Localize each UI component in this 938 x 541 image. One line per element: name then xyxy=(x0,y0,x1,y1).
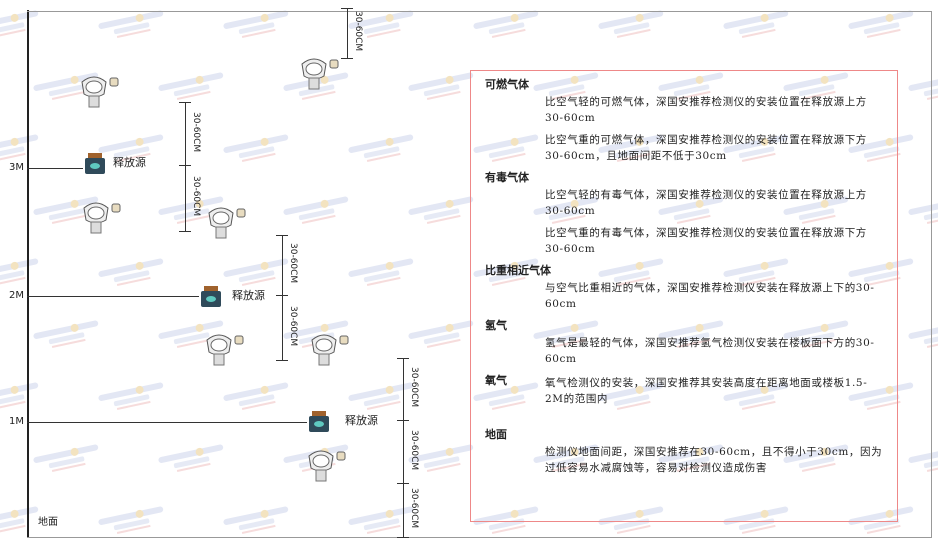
dimension-tick xyxy=(179,165,191,166)
level-3m: 3M xyxy=(9,162,24,173)
ground-label: 地面 xyxy=(38,517,58,528)
watermark-logo xyxy=(98,506,164,534)
similar-text: 与空气比重相近的气体，深国安推荐检测仪安装在释放源上下的30-60cm xyxy=(545,282,875,310)
release-source-icon xyxy=(201,286,221,307)
dimension-line xyxy=(347,8,348,58)
dimension-tick xyxy=(179,231,191,232)
dimension-tick xyxy=(276,295,288,296)
level-1m: 1M xyxy=(9,416,24,427)
gas-detector-icon xyxy=(206,334,244,366)
level-2m: 2M xyxy=(9,290,24,301)
gas-detector-icon xyxy=(83,202,121,234)
watermark-logo xyxy=(33,320,99,348)
heading-toxic: 有毒气体 xyxy=(485,171,529,184)
watermark-logo xyxy=(98,382,164,410)
watermark-logo xyxy=(33,444,99,472)
heading-similar: 比重相近气体 xyxy=(485,264,551,277)
gas-detector-icon xyxy=(81,76,119,108)
watermark-logo xyxy=(348,134,414,162)
level-1m-line xyxy=(27,422,307,423)
watermark-logo xyxy=(908,444,938,472)
gas-detector-icon xyxy=(208,207,246,239)
heading-oxygen: 氧气 xyxy=(485,374,507,387)
toxic-heavy: 比空气重的有毒气体，深国安推荐检测仪的安装位置在释放源下方30-60cm xyxy=(545,227,867,255)
watermark-logo xyxy=(723,10,789,38)
release-source-label: 释放源 xyxy=(345,414,378,427)
watermark-logo xyxy=(908,196,938,224)
watermark-logo xyxy=(223,134,289,162)
watermark-logo xyxy=(908,320,938,348)
oxygen-row: 氧气 氧气检测仪的安装，深国安推荐其安装高度在距离地面或楼板1.5-2M的范围内 xyxy=(485,373,883,413)
dimension-label: 30-60CM xyxy=(191,111,201,152)
release-source-label: 释放源 xyxy=(113,156,146,169)
dimension-label: 30-60CM xyxy=(353,11,363,52)
dimension-label: 30-60CM xyxy=(409,429,419,470)
dimension-line xyxy=(403,483,404,537)
combustible-light: 比空气轻的可燃气体，深国安推荐检测仪的安装位置在释放源上方30-60cm xyxy=(545,96,867,124)
floor-line xyxy=(27,537,931,538)
gas-detector-icon xyxy=(311,334,349,366)
dimension-tick xyxy=(179,102,191,103)
watermark-logo xyxy=(598,10,664,38)
dimension-tick xyxy=(341,8,353,9)
watermark-logo xyxy=(348,258,414,286)
dimension-line xyxy=(282,235,283,295)
dimension-label: 30-60CM xyxy=(288,243,298,284)
watermark-logo xyxy=(0,258,39,286)
watermark-logo xyxy=(283,196,349,224)
release-source-icon xyxy=(309,411,329,432)
dimension-tick xyxy=(397,358,409,359)
dimension-tick xyxy=(397,537,409,538)
dimension-label: 30-60CM xyxy=(288,305,298,346)
watermark-logo xyxy=(223,382,289,410)
watermark-logo xyxy=(98,258,164,286)
right-border xyxy=(931,11,932,538)
watermark-logo xyxy=(0,382,39,410)
watermark-logo xyxy=(848,10,914,38)
dimension-tick xyxy=(397,483,409,484)
ground-text: 检测仪地面间距，深国安推荐在30-60cm，且不得小于30cm，因为过低容易水减… xyxy=(545,446,883,474)
watermark-logo xyxy=(0,134,39,162)
release-source-label: 释放源 xyxy=(232,289,265,302)
hydrogen-text: 氢气是最轻的气体，深国安推荐氢气检测仪安装在楼板面下方的30-60cm xyxy=(545,337,875,365)
watermark-logo xyxy=(158,444,224,472)
dimension-tick xyxy=(276,360,288,361)
dimension-label: 30-60CM xyxy=(409,367,419,408)
dimension-tick xyxy=(276,235,288,236)
watermark-logo xyxy=(473,10,539,38)
oxygen-text: 氧气检测仪的安装，深国安推荐其安装高度在距离地面或楼板1.5-2M的范围内 xyxy=(545,377,868,405)
watermark-logo xyxy=(223,10,289,38)
heading-combustible: 可燃气体 xyxy=(485,78,529,91)
dimension-tick xyxy=(341,58,353,59)
level-2m-line xyxy=(27,296,199,297)
heading-hydrogen: 氢气 xyxy=(485,319,507,332)
watermark-logo xyxy=(0,10,39,38)
level-3m-line xyxy=(27,168,83,169)
watermark-logo xyxy=(98,10,164,38)
toxic-light: 比空气轻的有毒气体，深国安推荐检测仪的安装位置在释放源上方30-60cm xyxy=(545,189,867,217)
gas-detector-icon xyxy=(301,58,339,90)
dimension-line xyxy=(185,165,186,231)
ceiling-line xyxy=(27,11,931,12)
heading-ground: 地面 xyxy=(485,428,507,441)
dimension-line xyxy=(282,295,283,360)
dimension-line xyxy=(403,358,404,420)
dimension-tick xyxy=(397,420,409,421)
watermark-logo xyxy=(158,72,224,100)
combustible-heavy: 比空气重的可燃气体，深国安推荐检测仪的安装位置在释放源下方30-60cm，且地面… xyxy=(545,134,867,162)
dimension-line xyxy=(403,420,404,483)
watermark-logo xyxy=(908,72,938,100)
wall-line xyxy=(27,10,29,538)
dimension-label: 30-60CM xyxy=(191,176,201,217)
instructions-panel: 可燃气体 比空气轻的可燃气体，深国安推荐检测仪的安装位置在释放源上方30-60c… xyxy=(470,70,898,522)
dimension-line xyxy=(185,102,186,165)
dimension-label: 30-60CM xyxy=(409,488,419,529)
release-source-icon xyxy=(85,153,105,174)
gas-detector-icon xyxy=(308,450,346,482)
watermark-logo xyxy=(223,506,289,534)
